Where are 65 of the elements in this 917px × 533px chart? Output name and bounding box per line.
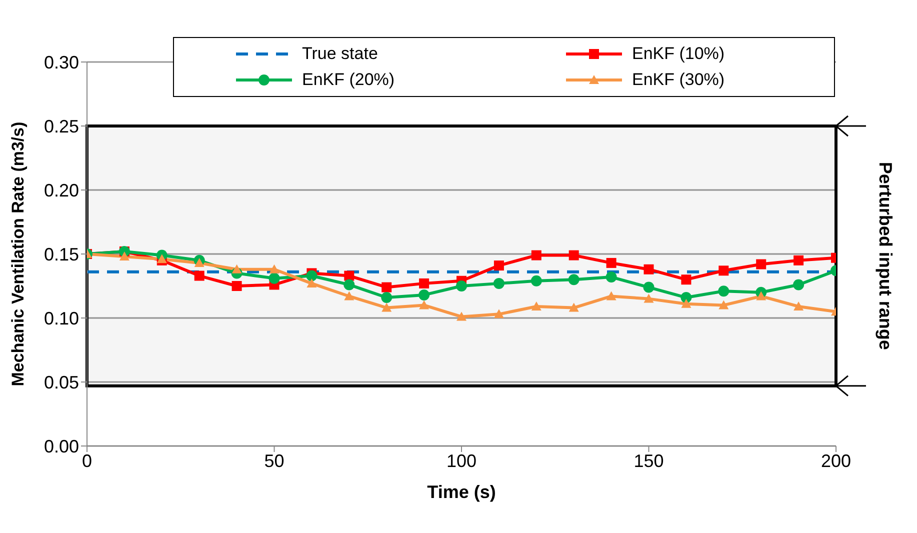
point: [456, 280, 467, 292]
point: [269, 264, 280, 274]
point: [606, 291, 616, 300]
point: [530, 275, 542, 286]
point: [344, 279, 355, 290]
point: [119, 252, 130, 261]
point: [718, 286, 730, 297]
point: [568, 250, 579, 260]
point: [306, 270, 318, 282]
point: [268, 272, 280, 284]
y-tick-label: 0.30: [44, 52, 79, 72]
point: [419, 278, 430, 288]
point: [606, 258, 616, 268]
point: [644, 294, 654, 303]
point: [794, 255, 804, 266]
x-tick-label: 150: [634, 450, 664, 471]
point: [232, 281, 242, 291]
legend-label: EnKF (30%): [632, 70, 725, 90]
legend-label: EnKF (20%): [302, 70, 395, 90]
legend-label: EnKF (10%): [632, 44, 725, 64]
point: [344, 291, 354, 300]
legend-label: True state: [302, 44, 378, 64]
point: [643, 282, 654, 293]
point: [756, 291, 766, 300]
point: [382, 302, 392, 312]
band-label: Perturbed input range: [875, 162, 896, 350]
point: [794, 301, 804, 310]
x-tick-label: 200: [820, 450, 852, 471]
y-tick-label: 0.20: [44, 180, 79, 200]
point: [418, 289, 430, 300]
point: [531, 250, 542, 260]
point: [456, 312, 466, 321]
point: [644, 264, 654, 274]
point: [306, 278, 317, 288]
point: [419, 300, 430, 310]
y-tick-label: 0.15: [44, 244, 79, 264]
x-tick-label: 0: [82, 450, 92, 471]
point: [493, 278, 504, 289]
point: [568, 302, 579, 312]
y-axis-title: Mechanic Ventilation Rate (m3/s): [8, 122, 28, 386]
point: [681, 274, 692, 285]
x-tick-label: 50: [264, 450, 284, 471]
point: [718, 300, 729, 310]
point: [494, 260, 504, 271]
point: [568, 274, 580, 286]
point: [793, 279, 804, 290]
point: [194, 270, 204, 281]
y-tick-label: 0.25: [44, 116, 79, 136]
point: [531, 301, 542, 310]
y-tick-label: 0.05: [44, 372, 79, 392]
point: [494, 309, 504, 318]
point: [606, 272, 617, 283]
y-tick-label: 0.10: [44, 308, 79, 328]
point: [232, 264, 242, 274]
y-tick-label: 0.00: [44, 436, 79, 456]
point: [718, 266, 729, 276]
point: [680, 292, 692, 304]
point: [381, 292, 392, 304]
point: [194, 258, 204, 267]
point: [681, 298, 692, 308]
x-axis-title: Time (s): [427, 482, 496, 502]
point: [382, 282, 392, 292]
point: [344, 270, 354, 281]
x-tick-label: 100: [446, 450, 477, 471]
point: [756, 259, 766, 270]
